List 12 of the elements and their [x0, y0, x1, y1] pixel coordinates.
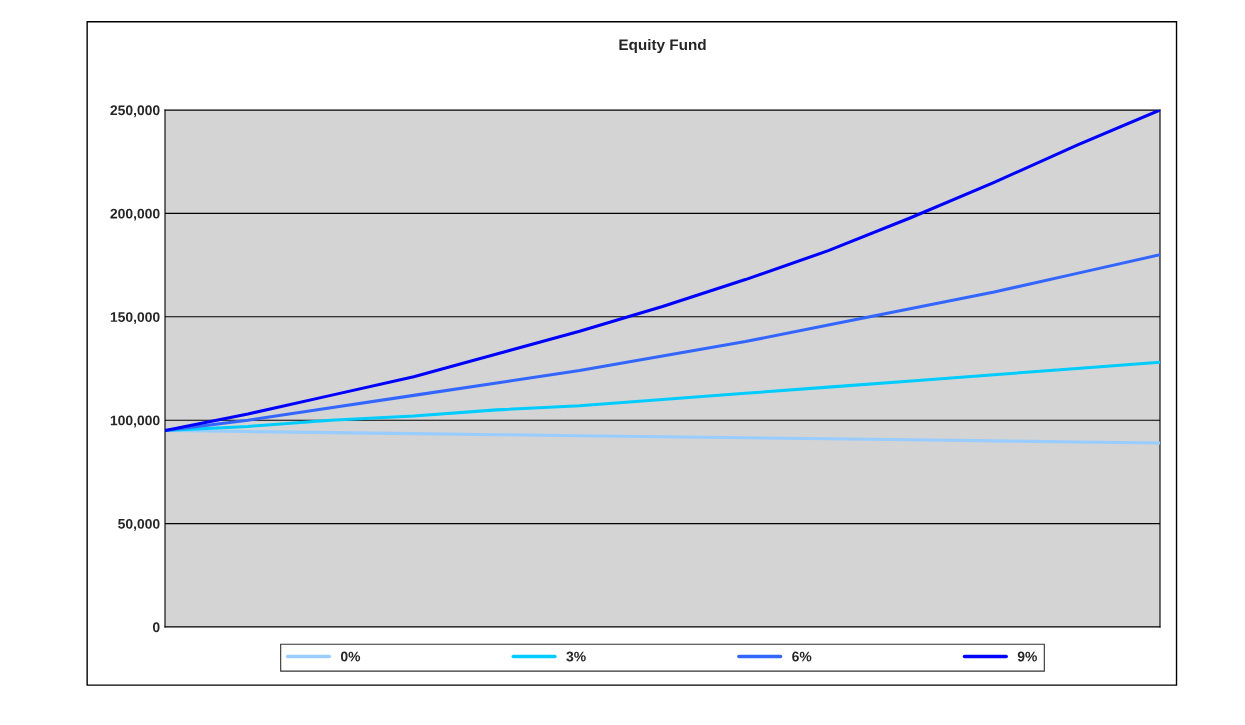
- y-tick-label: 0: [152, 622, 160, 633]
- y-tick-label: 150,000: [110, 312, 160, 324]
- legend-label: 3%: [566, 651, 586, 662]
- legend-label: 6%: [792, 651, 812, 662]
- line-series: [165, 253, 1160, 433]
- chart-title: Equity Fund: [619, 38, 706, 54]
- y-tick-label: 250,000: [110, 105, 160, 118]
- y-tick-label: 50,000: [118, 518, 160, 531]
- y-tick-label: 200,000: [110, 208, 160, 221]
- legend-label: 9%: [1017, 651, 1037, 662]
- legend-label: 0%: [340, 651, 361, 662]
- y-tick-label: 100,000: [110, 415, 160, 428]
